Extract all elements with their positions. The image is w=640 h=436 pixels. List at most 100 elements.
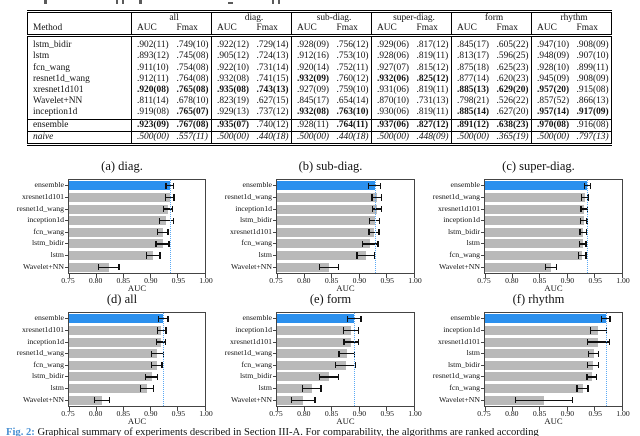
x-tick-label: 1.00 bbox=[616, 275, 630, 285]
error-bar-cap bbox=[161, 362, 163, 369]
metric-header-auc: AUC bbox=[211, 23, 252, 38]
y-axis-tick bbox=[272, 266, 276, 268]
method-cell: lstm_bidir bbox=[33, 40, 72, 51]
col-group-superdiag: super-diag. bbox=[371, 11, 452, 23]
value-cell: .916(08) bbox=[571, 118, 612, 132]
value-cell: .877(14) bbox=[451, 73, 492, 86]
error-bar-line bbox=[343, 341, 359, 343]
y-tick-label: Wavelet+NN bbox=[22, 394, 64, 404]
error-bar-cap bbox=[378, 229, 380, 236]
y-tick-label: fcn_wang bbox=[33, 226, 64, 236]
error-bar-cap bbox=[118, 264, 120, 271]
chart-body: ensemble xresnet1d101 resnet1d_wang incepti… bbox=[4, 179, 206, 278]
error-bar-cap bbox=[571, 397, 573, 404]
value-cell: .893(12) bbox=[131, 51, 172, 63]
subfigure-e-form: (e) form ensemble inception1d xresnet1d101 r… bbox=[212, 292, 422, 426]
error-bar-cap bbox=[167, 315, 169, 322]
subfigure-caption: (a) diag. bbox=[101, 159, 143, 173]
y-tick-label: ensemble bbox=[242, 313, 272, 323]
error-bar-line bbox=[579, 243, 586, 245]
x-tick-label: 0.80 bbox=[505, 275, 519, 285]
y-tick-label: ensemble bbox=[34, 180, 64, 190]
error-bar-line bbox=[587, 341, 610, 343]
value-cell: .945(09) bbox=[531, 73, 572, 86]
subfigure-caption: (f) rhythm bbox=[512, 292, 565, 306]
error-bar-cap bbox=[168, 240, 170, 248]
error-bar-cap bbox=[172, 182, 175, 189]
x-axis-tick bbox=[539, 274, 541, 278]
error-bar-cap bbox=[371, 205, 374, 213]
method-cell: resnet1d_wang bbox=[33, 73, 90, 84]
y-axis-tick bbox=[272, 220, 276, 222]
value-cell: .827(12) bbox=[411, 118, 452, 132]
x-axis-tick bbox=[331, 407, 333, 411]
value-cell: .912(16) bbox=[291, 51, 332, 63]
value-cell: .500(00) bbox=[371, 130, 412, 145]
x-axis-title: AUC bbox=[544, 283, 563, 293]
error-bar-cap bbox=[157, 373, 159, 381]
error-bar-line bbox=[140, 387, 154, 390]
value-cell: .448(09) bbox=[411, 130, 452, 145]
bar-resnet1d_wang bbox=[485, 192, 585, 202]
value-cell: .885(14) bbox=[451, 107, 492, 120]
error-bar-line bbox=[157, 329, 166, 332]
y-axis-tick bbox=[64, 341, 68, 343]
bar-Wavelet+NN bbox=[485, 395, 544, 405]
error-bar-cap bbox=[156, 229, 158, 236]
y-axis-tick bbox=[480, 388, 484, 390]
figure-caption: Fig. 2: Graphical summary of experiments… bbox=[0, 427, 640, 436]
x-tick-label: 0.85 bbox=[324, 408, 339, 418]
value-cell: .932(09) bbox=[291, 73, 332, 86]
x-tick-label: 0.85 bbox=[532, 408, 547, 418]
y-tick-label: xresnet1d101 bbox=[437, 203, 480, 213]
y-axis-tick bbox=[480, 341, 484, 343]
table-row-xresnet1d101: xresnet1d101 .920(08) .765(08) .935(08) .743… bbox=[28, 85, 612, 97]
x-axis-tick bbox=[150, 407, 152, 411]
bar-inception1d bbox=[277, 325, 351, 335]
x-tick-label: 0.85 bbox=[324, 275, 339, 285]
x-axis-tick bbox=[358, 274, 360, 278]
error-bar-line bbox=[338, 353, 355, 355]
subfigure-a-diag: (a) diag. ensemble xresnet1d101 resnet1d_wa… bbox=[4, 159, 213, 293]
x-tick-label: 0.90 bbox=[352, 275, 367, 285]
y-tick-label: inception1d bbox=[235, 324, 272, 334]
x-tick-labels: 0.75 0.80 0.85 0.90 0.95 1.00 bbox=[477, 274, 629, 285]
value-cell: .500(00) bbox=[131, 130, 172, 145]
x-tick-labels: 0.75 0.80 0.85 0.90 0.95 1.00 bbox=[61, 407, 212, 418]
y-axis-tick bbox=[480, 196, 484, 198]
y-tick-label: Wavelet+NN bbox=[438, 394, 480, 404]
x-axis-tick bbox=[177, 274, 179, 278]
method-cell: ensemble bbox=[27, 118, 132, 132]
error-bar-cap bbox=[580, 194, 583, 201]
subfigure-caption: (e) form bbox=[309, 292, 352, 306]
value-cell: .928(10) bbox=[531, 62, 572, 74]
method-cell: Wavelet+NN bbox=[33, 96, 83, 107]
y-axis-tick bbox=[480, 376, 484, 378]
x-tick-labels: 0.75 0.80 0.85 0.90 0.95 1.00 bbox=[477, 407, 629, 418]
metric-header-fmax: Fmax bbox=[411, 23, 452, 38]
metric-header-auc: AUC bbox=[131, 23, 172, 38]
bar-lstm_bidir bbox=[277, 216, 375, 226]
y-tick-label: resnet1d_wang bbox=[224, 348, 272, 358]
value-cell: .815(12) bbox=[416, 62, 449, 73]
value-cell: .885(13) bbox=[451, 85, 492, 97]
error-bar-cap bbox=[152, 385, 155, 392]
x-tick-label: 0.80 bbox=[88, 408, 103, 418]
error-bar-line bbox=[371, 196, 382, 199]
error-bar-cap bbox=[585, 240, 587, 248]
bar-Wavelet+NN bbox=[277, 395, 304, 405]
x-tick-label: 1.00 bbox=[199, 408, 213, 418]
x-tick-label: 0.95 bbox=[380, 275, 394, 285]
table-row-fcn_wang: fcn_wang .911(10) .754(08) .922(10) .731(14)… bbox=[28, 62, 612, 74]
y-axis-tick bbox=[480, 399, 484, 401]
y-tick-label: Wavelet+NN bbox=[230, 394, 272, 404]
chart-body: ensemble resnet1d_wang xresnet1d101 incepti… bbox=[420, 179, 623, 278]
y-axis-tick bbox=[64, 388, 68, 390]
y-tick-label: xresnet1d101 bbox=[229, 336, 272, 346]
error-bar-cap bbox=[609, 315, 611, 322]
error-bar-cap bbox=[158, 217, 160, 224]
y-axis-tick bbox=[64, 208, 68, 210]
cropped-text-fragment bbox=[228, 2, 233, 4]
value-cell: .891(12) bbox=[451, 118, 492, 132]
value-cell: .819(11) bbox=[416, 51, 449, 62]
